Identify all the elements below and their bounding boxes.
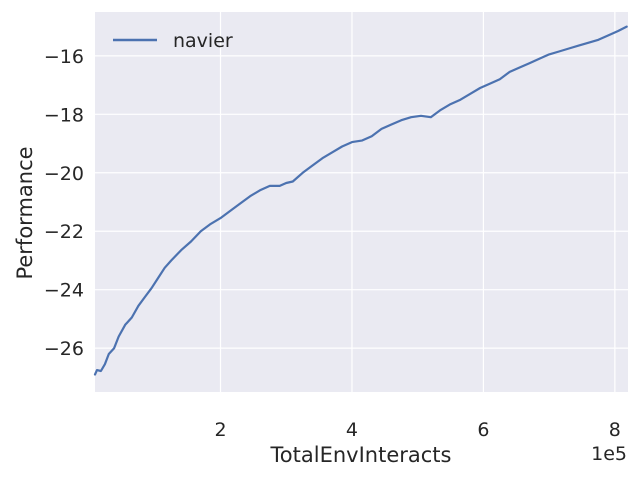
y-tick-label: −20 [44,163,84,185]
x-offset-label: 1e5 [591,443,627,465]
series-layer [93,25,628,376]
y-tick-label: −16 [44,46,84,68]
x-tick-label: 2 [214,419,226,441]
y-tick-label: −26 [44,338,84,360]
y-tick-label: −18 [44,104,84,126]
y-axis-label: Performance [13,146,37,279]
legend-label-navier: navier [173,30,233,52]
plot-background [95,12,628,392]
tick-labels: 2 4 6 8 −26 −24 −22 −20 −18 −16 [44,46,621,441]
x-axis-label: TotalEnvInteracts [270,443,452,467]
grid [95,12,628,392]
y-tick-label: −22 [44,221,84,243]
series-line-navier [93,25,628,376]
y-tick-label: −24 [44,280,84,302]
x-tick-label: 8 [609,419,621,441]
x-tick-label: 4 [346,419,358,441]
legend: navier [113,30,233,52]
x-tick-label: 6 [477,419,489,441]
